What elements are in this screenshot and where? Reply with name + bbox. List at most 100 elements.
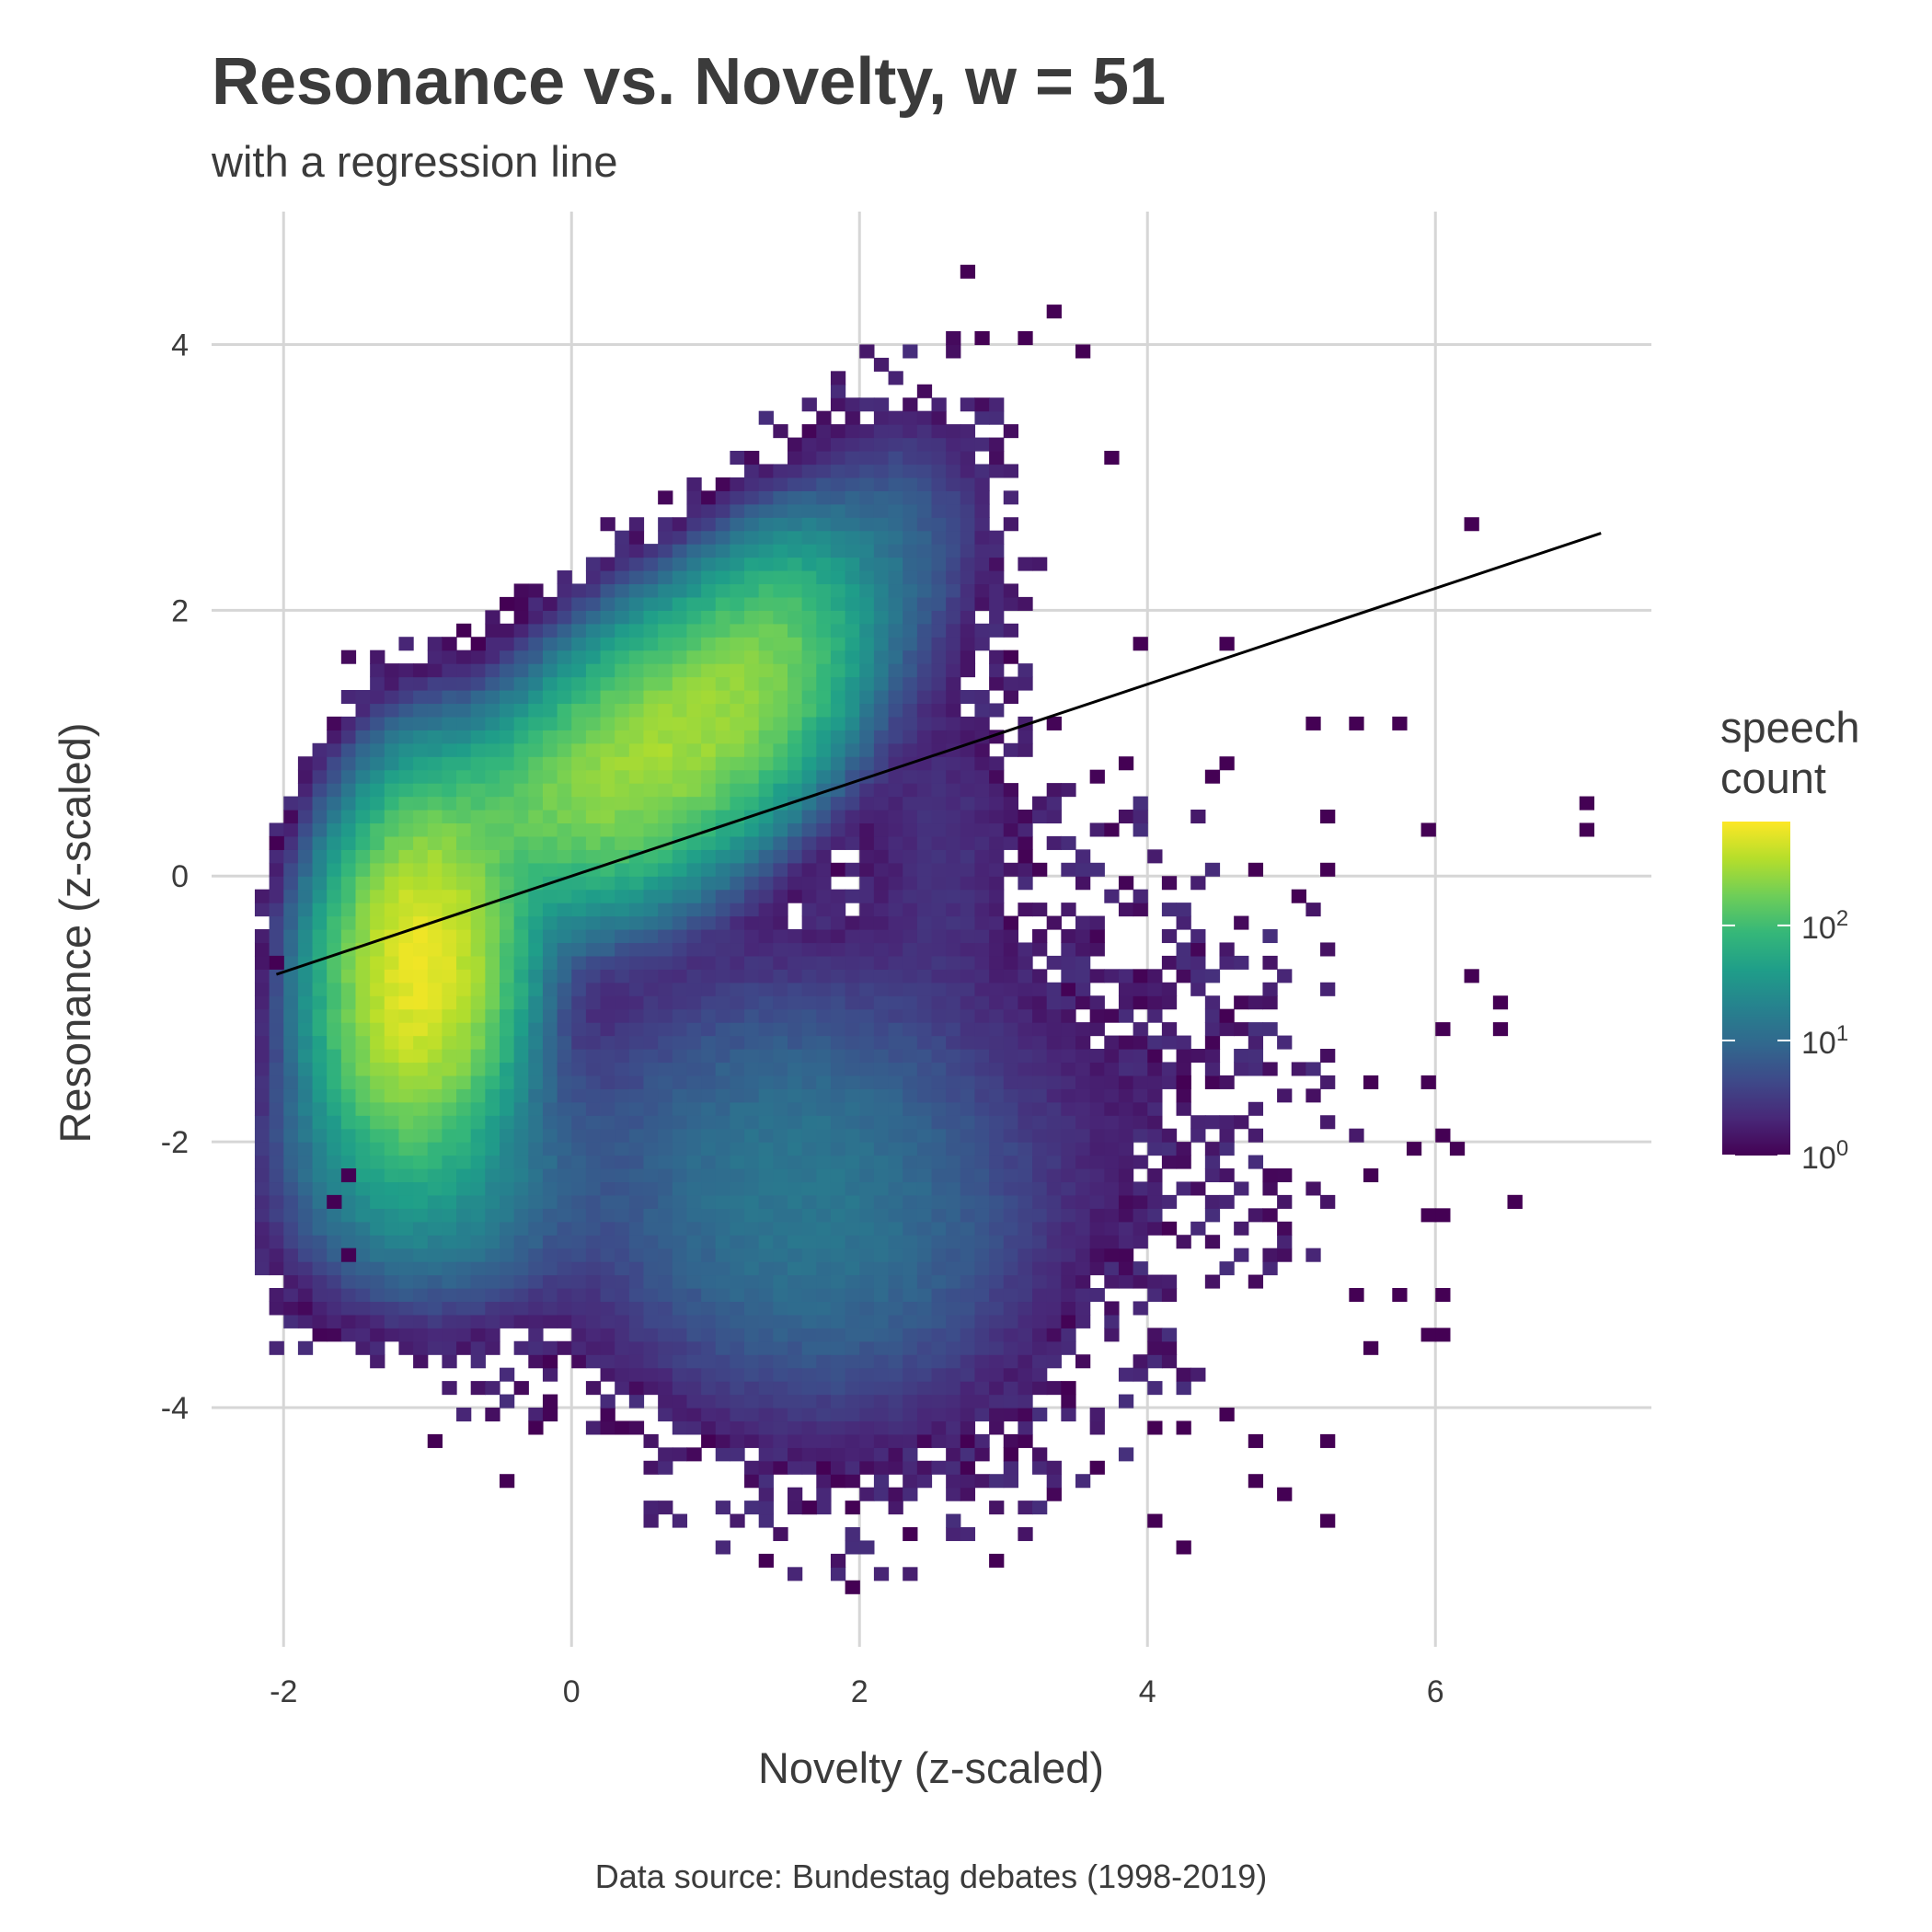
heatmap-cell (658, 690, 673, 705)
heatmap-cell (1161, 1274, 1178, 1289)
heatmap-cell (845, 464, 860, 478)
heatmap-cell (427, 835, 443, 850)
heatmap-cell (801, 583, 817, 598)
heatmap-cell (960, 1142, 976, 1156)
heatmap-cell (989, 862, 1005, 877)
heatmap-cell (585, 810, 602, 824)
heatmap-cell (672, 995, 688, 1010)
heatmap-cell (960, 610, 976, 625)
heatmap-cell (701, 1288, 717, 1303)
heatmap-cell (730, 1433, 745, 1448)
heatmap-cell (1320, 1115, 1336, 1130)
heatmap-cell (528, 742, 544, 757)
heatmap-cell (542, 703, 558, 718)
heatmap-cell (427, 903, 443, 917)
heatmap-cell (1075, 1301, 1091, 1316)
heatmap-cell (398, 1035, 414, 1050)
heatmap-cell (730, 1181, 745, 1196)
heatmap-cell (974, 557, 990, 571)
heatmap-cell (370, 663, 385, 678)
heatmap-cell (384, 676, 400, 691)
heatmap-cell (456, 969, 472, 983)
heatmap-cell (701, 716, 717, 730)
heatmap-cell (283, 862, 299, 877)
heatmap-cell (903, 1381, 918, 1396)
heatmap-cell (1061, 1408, 1076, 1422)
heatmap-cell (888, 995, 903, 1010)
heatmap-cell (788, 1248, 803, 1262)
heatmap-cell (1018, 1155, 1033, 1169)
heatmap-cell (701, 1235, 717, 1249)
heatmap-cell (873, 903, 890, 917)
heatmap-cell (485, 1142, 500, 1156)
heatmap-cell (1003, 1367, 1018, 1382)
heatmap-cell (672, 1381, 688, 1396)
heatmap-cell (873, 889, 890, 903)
heatmap-cell (355, 810, 371, 824)
heatmap-cell (1075, 1128, 1091, 1143)
heatmap-cell (788, 929, 803, 944)
heatmap-cell (398, 730, 414, 744)
heatmap-cell (916, 557, 933, 571)
heatmap-cell (442, 822, 457, 837)
heatmap-cell (845, 1101, 860, 1116)
heatmap-cell (557, 862, 572, 877)
heatmap-cell (758, 663, 774, 678)
heatmap-cell (744, 650, 760, 664)
heatmap-cell (485, 810, 500, 824)
heatmap-cell (312, 1142, 328, 1156)
heatmap-cell (628, 1340, 645, 1355)
heatmap-cell (916, 1101, 933, 1116)
heatmap-cell (615, 623, 630, 638)
heatmap-cell (859, 676, 875, 691)
heatmap-cell (916, 663, 933, 678)
heatmap-cell (513, 1008, 529, 1023)
heatmap-cell (916, 1115, 933, 1130)
heatmap-cell (888, 663, 903, 678)
heatmap-cell (946, 451, 961, 466)
heatmap-cell (758, 796, 774, 811)
heatmap-cell (557, 623, 572, 638)
heatmap-cell (903, 397, 918, 412)
heatmap-cell (1320, 982, 1336, 996)
heatmap-cell (456, 1221, 472, 1236)
heatmap-cell (859, 716, 875, 730)
heatmap-cell (1133, 1075, 1148, 1089)
heatmap-cell (1075, 1155, 1091, 1169)
heatmap-cell (615, 969, 630, 983)
heatmap-cell (1003, 1433, 1018, 1448)
heatmap-cell (701, 876, 717, 891)
heatmap-cell (903, 1062, 918, 1076)
heatmap-cell (542, 1155, 558, 1169)
heatmap-cell (1133, 1261, 1148, 1276)
heatmap-cell (931, 1101, 947, 1116)
heatmap-cell (542, 1101, 558, 1116)
heatmap-cell (686, 1301, 702, 1316)
heatmap-cell (384, 1035, 400, 1050)
heatmap-cell (628, 769, 645, 784)
heatmap-cell (903, 610, 918, 625)
heatmap-cell (470, 1035, 486, 1050)
heatmap-cell (370, 1075, 385, 1089)
heatmap-cell (398, 1248, 414, 1262)
heatmap-cell (327, 1288, 342, 1303)
heatmap-cell (658, 1062, 673, 1076)
heatmap-cell (1089, 1128, 1105, 1143)
heatmap-cell (788, 637, 803, 651)
heatmap-cell (615, 1088, 630, 1103)
heatmap-cell (456, 756, 472, 771)
heatmap-cell (643, 783, 659, 798)
heatmap-cell (686, 703, 702, 718)
heatmap-cell (744, 544, 760, 558)
heatmap-cell (384, 703, 400, 718)
heatmap-cell (730, 703, 745, 718)
heatmap-cell (888, 623, 903, 638)
heatmap-cell (1133, 1155, 1148, 1169)
heatmap-cell (442, 1168, 457, 1183)
heatmap-cell (989, 610, 1005, 625)
heatmap-cell (801, 1328, 817, 1342)
heatmap-cell (1061, 969, 1076, 983)
heatmap-cell (1104, 889, 1120, 903)
heatmap-cell (1204, 1008, 1221, 1023)
heatmap-cell (456, 796, 472, 811)
